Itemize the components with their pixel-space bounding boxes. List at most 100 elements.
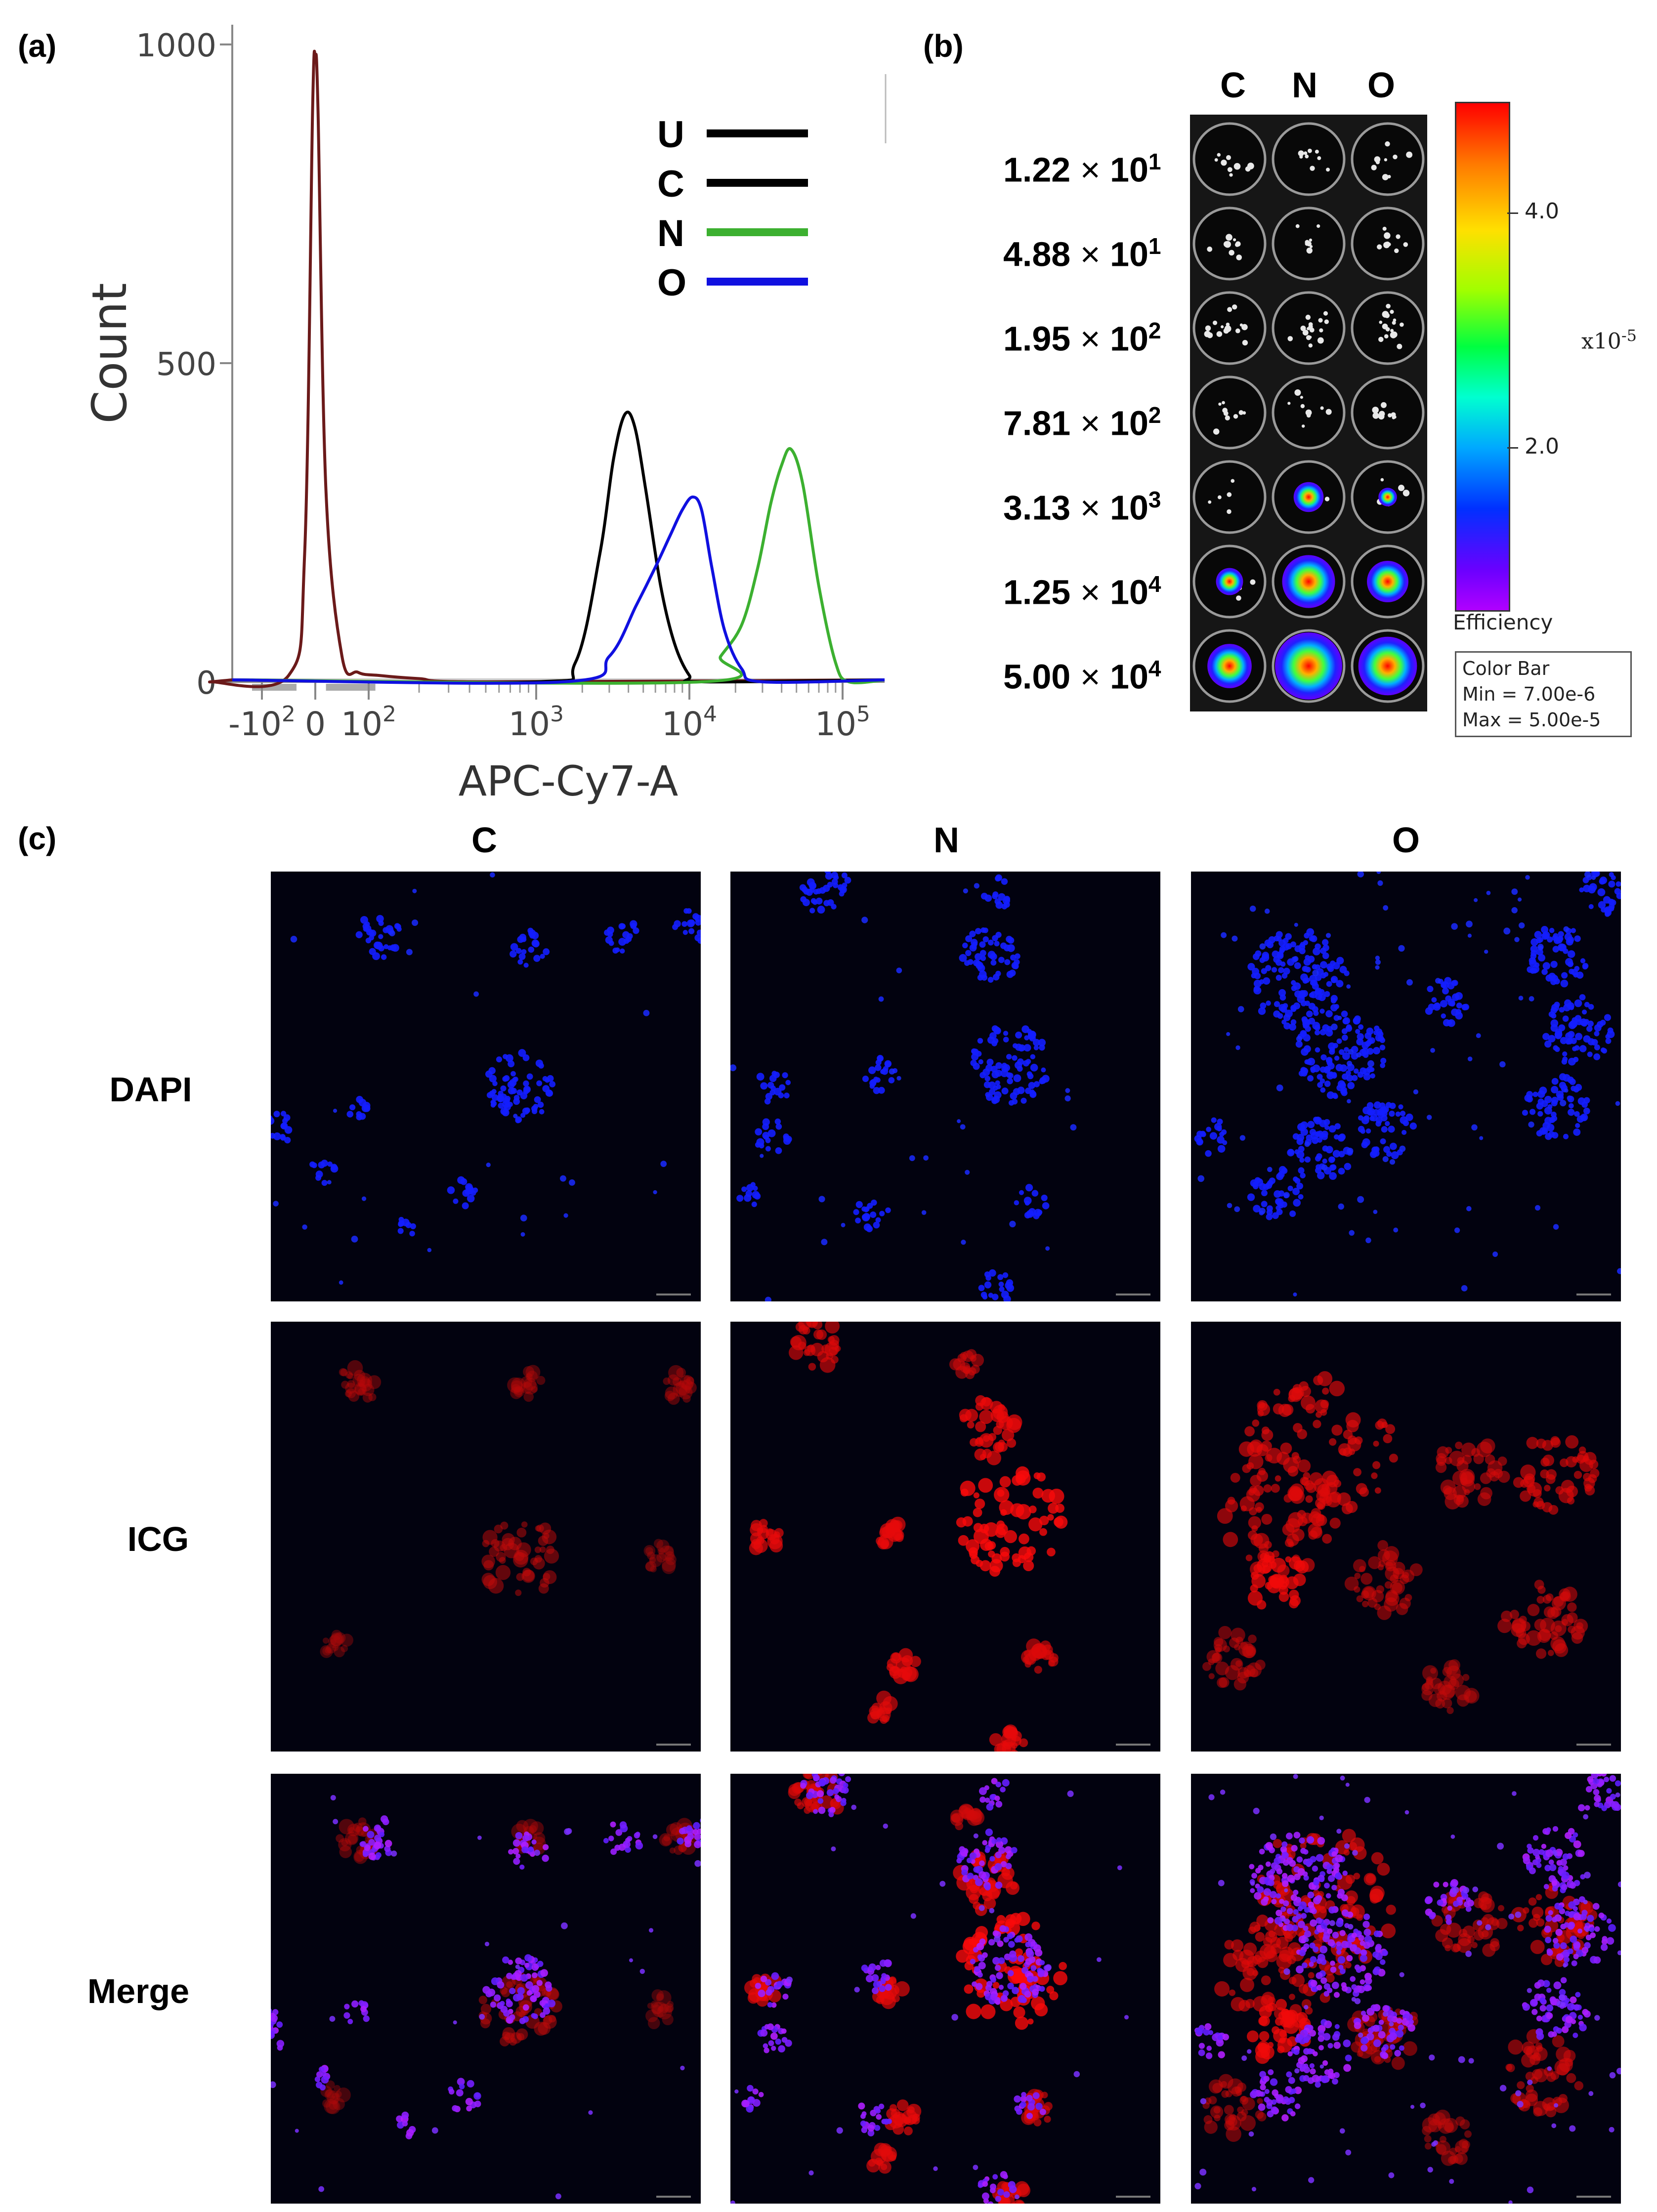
icg-signal: [1231, 1939, 1244, 1952]
icg-signal: [971, 1364, 980, 1374]
dapi-nucleus: [295, 2129, 299, 2133]
icg-signal: [1019, 1533, 1029, 1544]
dapi-nucleus: [1573, 2005, 1579, 2011]
dapi-nucleus: [992, 974, 1000, 981]
dapi-nucleus: [1300, 942, 1306, 948]
dapi-nucleus: [513, 1098, 520, 1105]
dapi-nucleus: [1284, 1888, 1288, 1893]
dapi-nucleus: [1360, 1954, 1367, 1962]
dapi-nucleus: [976, 1050, 982, 1057]
dapi-nucleus: [283, 1114, 291, 1122]
dapi-nucleus: [781, 2028, 787, 2034]
dapi-nucleus: [975, 1983, 983, 1990]
icg-signal: [1376, 1585, 1384, 1593]
dapi-nucleus: [1560, 1037, 1568, 1044]
dapi-nucleus: [991, 1838, 997, 1844]
icg-signal: [1234, 2086, 1241, 2093]
dapi-nucleus: [1541, 926, 1548, 933]
icg-signal: [1233, 1678, 1247, 1691]
dapi-nucleus: [625, 1846, 631, 1853]
dapi-nucleus: [808, 881, 817, 890]
dapi-nucleus: [1032, 1039, 1040, 1046]
icg-signal: [548, 2015, 556, 2023]
dapi-nucleus: [1035, 2102, 1043, 2110]
icg-signal: [773, 1531, 780, 1538]
dapi-nucleus: [1286, 2071, 1292, 2078]
dapi-nucleus: [1360, 1128, 1365, 1134]
icg-signal: [676, 1368, 686, 1377]
dapi-nucleus: [975, 1878, 983, 1886]
dapi-nucleus: [1335, 1064, 1343, 1072]
dapi-nucleus: [1266, 2099, 1273, 2106]
dapi-nucleus: [1258, 2103, 1266, 2111]
dapi-nucleus: [1360, 1949, 1366, 1956]
dapi-nucleus: [1545, 1849, 1554, 1857]
icg-signal: [998, 1404, 1005, 1412]
dapi-nucleus: [1558, 931, 1564, 938]
dapi-nucleus: [1003, 2191, 1010, 2198]
dapi-nucleus: [1302, 1871, 1308, 1877]
dapi-nucleus: [1586, 1026, 1593, 1032]
dapi-nucleus: [1275, 1910, 1282, 1917]
icg-signal: [338, 1838, 352, 1852]
dapi-nucleus: [1274, 1857, 1281, 1865]
icg-signal: [1230, 1472, 1240, 1483]
dapi-nucleus: [982, 936, 989, 943]
icg-signal: [511, 1824, 527, 1839]
dapi-nucleus: [1217, 1119, 1223, 1125]
dapi-nucleus: [1124, 2015, 1129, 2020]
icg-signal: [1316, 1411, 1322, 1418]
dapi-nucleus: [1472, 1886, 1479, 1892]
micrograph-dapi-o: [1191, 872, 1621, 1301]
dapi-nucleus: [775, 2038, 781, 2045]
icg-signal: [1228, 2117, 1237, 2127]
dapi-nucleus: [1020, 2101, 1026, 2108]
dapi-nucleus: [1609, 2072, 1616, 2079]
dapi-nucleus: [1360, 1979, 1365, 1985]
dapi-nucleus: [982, 927, 988, 933]
icg-signal: [1384, 1581, 1393, 1589]
dapi-nucleus: [1587, 1051, 1593, 1057]
icg-signal: [1377, 1540, 1388, 1551]
icg-signal: [1424, 2142, 1432, 2150]
dapi-nucleus: [1552, 1849, 1557, 1854]
dapi-nucleus: [999, 1286, 1005, 1292]
dapi-nucleus: [1332, 962, 1340, 970]
dapi-nucleus: [273, 1111, 280, 1118]
dapi-nucleus: [1326, 981, 1332, 987]
icg-signal: [1375, 1420, 1384, 1430]
icg-signal: [656, 1552, 666, 1563]
dapi-nucleus: [1361, 1042, 1369, 1049]
dapi-nucleus: [1617, 1950, 1621, 1956]
dapi-nucleus: [1430, 1912, 1436, 1919]
dapi-nucleus: [1593, 1053, 1601, 1060]
icg-signal: [876, 1690, 892, 1706]
dapi-nucleus: [1304, 1907, 1310, 1913]
dapi-nucleus: [965, 950, 972, 957]
icg-signal: [679, 1385, 693, 1400]
icg-signal: [1210, 2105, 1224, 2119]
icg-signal: [1392, 1562, 1405, 1575]
cell-speckle: [1385, 241, 1390, 247]
dapi-nucleus: [1555, 1928, 1563, 1936]
icg-signal: [1464, 1489, 1470, 1496]
dapi-nucleus: [1404, 1810, 1409, 1815]
dapi-nucleus: [771, 2045, 776, 2051]
dapi-nucleus: [1353, 1988, 1359, 1993]
icg-signal: [1565, 1435, 1579, 1449]
dapi-nucleus: [841, 872, 848, 878]
dapi-nucleus: [1275, 931, 1283, 938]
dapi-nucleus: [1345, 2149, 1352, 2156]
luminescence-signal: [1282, 555, 1335, 608]
icg-signal: [1346, 1419, 1359, 1432]
icg-signal: [1421, 1682, 1434, 1696]
icg-signal: [998, 1442, 1008, 1452]
dapi-nucleus: [1527, 2186, 1534, 2193]
icg-signal: [663, 1377, 671, 1385]
dapi-nucleus: [1341, 1028, 1348, 1035]
dapi-nucleus: [1566, 1039, 1571, 1045]
icg-signal: [521, 1381, 533, 1394]
dapi-nucleus: [758, 1989, 765, 1998]
dapi-nucleus: [1560, 979, 1569, 988]
icg-signal: [1498, 1905, 1504, 1912]
